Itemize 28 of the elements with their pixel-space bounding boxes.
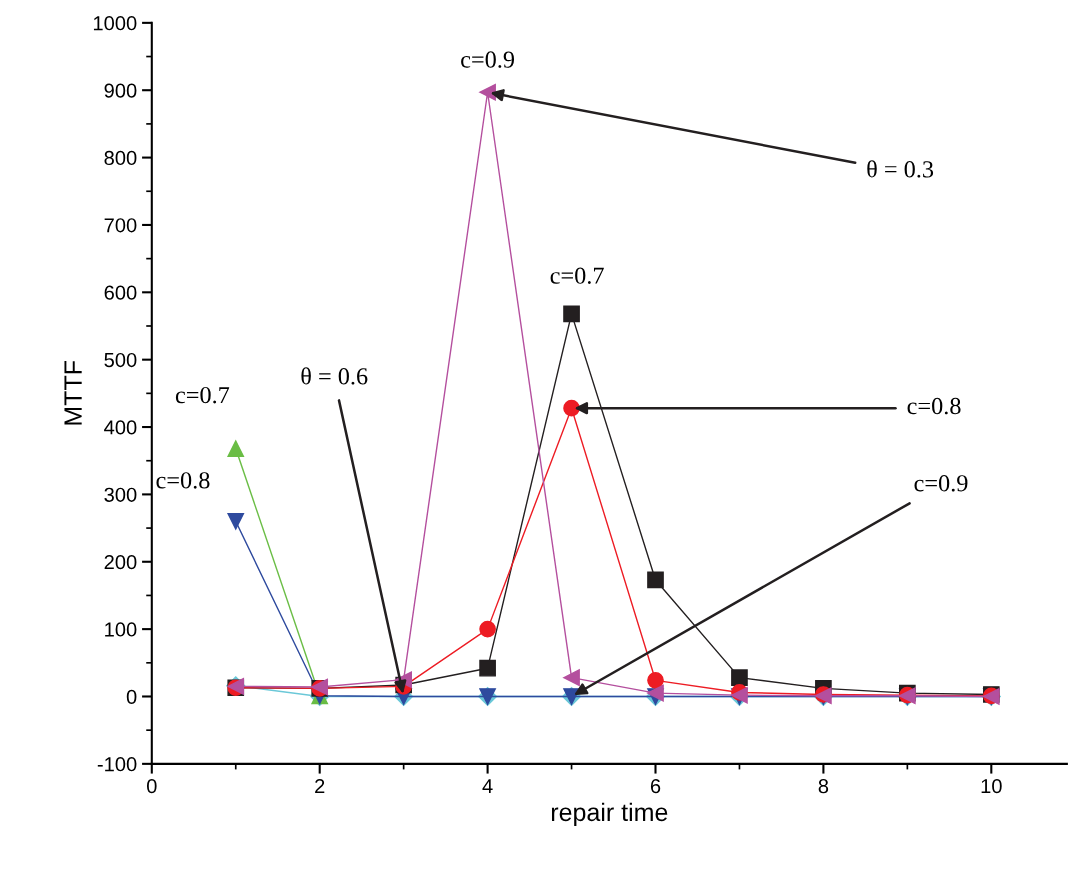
y-tick-label: 700	[104, 218, 137, 233]
y-tick-label: 900	[104, 83, 137, 98]
y-tick-label: 200	[104, 555, 137, 570]
annotation: θ = 0.3	[867, 160, 934, 178]
y-tick-label: 1000	[93, 16, 137, 31]
annotation: c=0.7	[175, 386, 230, 404]
x-tick-label: 8	[818, 778, 829, 794]
y-tick-label: 100	[105, 622, 137, 637]
x-axis-title: repair time	[551, 802, 668, 827]
y-tick-label: 300	[104, 487, 137, 502]
annotation: c=0.9	[914, 475, 968, 492]
y-tick-label: 600	[104, 285, 137, 300]
y-tick-label: 0	[126, 689, 137, 704]
x-tick-label: 10	[981, 778, 1002, 794]
y-axis-title: MTTF	[64, 361, 82, 425]
y-tick-label: 800	[104, 150, 137, 166]
x-tick-label: 0	[146, 778, 157, 794]
annotation: θ = 0.6	[301, 367, 368, 385]
annotation: c=0.8	[156, 472, 210, 489]
y-tick-label: 500	[104, 352, 137, 368]
x-tick-label: 6	[650, 778, 661, 794]
x-tick-label: 4	[482, 779, 493, 794]
y-tick-label: 400	[104, 420, 137, 435]
annotation: c=0.8	[907, 397, 961, 415]
y-tick-label: -100	[97, 757, 137, 772]
annotation: c=0.7	[550, 267, 604, 284]
x-tick-label: 2	[315, 778, 325, 794]
annotation: c=0.9	[461, 51, 515, 68]
